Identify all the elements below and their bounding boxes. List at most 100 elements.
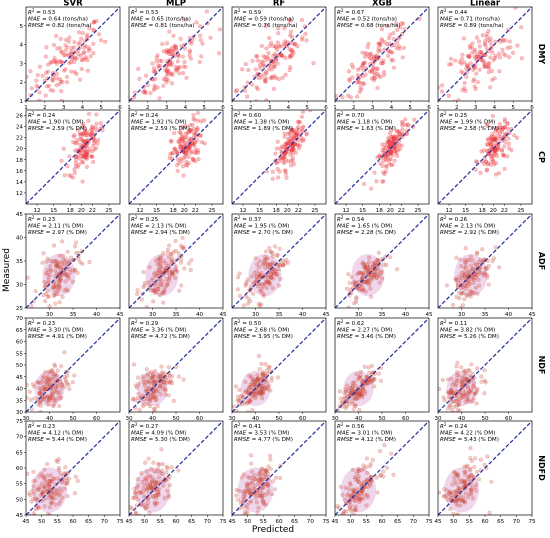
data-point [83,133,88,138]
data-point [165,63,170,68]
y-tick-label: 1 [19,99,23,105]
data-point [51,88,56,93]
data-point [455,378,460,383]
data-point [181,64,186,69]
data-point [54,373,59,378]
data-point [45,267,50,273]
data-point [81,131,86,136]
data-point [40,491,45,496]
data-point [467,270,472,275]
data-point [147,483,152,488]
data-point [47,273,52,278]
data-point [463,261,468,266]
data-point [368,377,373,382]
data-point [482,62,487,67]
y-tick-label: 65 [16,450,24,456]
data-point [152,501,157,506]
data-point [464,377,469,382]
row-title-dmy: DMY [537,44,546,65]
data-point [183,131,189,136]
data-point [276,175,281,180]
data-point [54,388,59,393]
y-tick-label: 24 [16,125,24,131]
data-point [450,390,455,395]
data-point [357,395,362,400]
data-point [164,277,169,282]
data-point [403,117,408,122]
data-point [142,482,147,487]
data-point [364,279,369,284]
data-point [172,147,177,152]
data-point [143,477,148,483]
data-point [182,59,187,65]
data-point [252,280,257,285]
data-point [45,62,51,67]
data-point [384,23,390,28]
data-point [290,145,295,150]
identity-line [438,110,532,204]
data-point [467,390,472,395]
data-point [482,60,487,65]
data-point [238,501,243,506]
data-point [39,387,44,392]
data-point [488,141,493,146]
data-point [146,456,151,461]
x-tick-label: 45 [116,312,124,318]
data-point [37,90,42,95]
data-point [456,477,462,482]
x-tick-label: 22 [295,208,302,214]
data-point [255,58,260,63]
data-point [386,141,391,146]
data-point [338,484,343,489]
data-point [301,138,306,143]
data-point [358,391,363,396]
data-point [460,88,465,93]
data-point [357,89,362,95]
data-point [45,511,50,515]
data-point [167,275,172,280]
data-point [512,133,517,138]
data-point [151,87,157,93]
data-point [479,149,484,154]
data-point [506,27,511,32]
data-point [81,152,86,157]
data-point [278,44,283,49]
data-point [82,45,87,50]
data-point [58,36,63,41]
data-point [73,268,78,273]
data-point [380,276,385,281]
data-point [162,382,167,387]
data-point [153,286,158,291]
data-point [345,388,350,393]
data-point [266,279,271,284]
data-point [47,383,52,388]
data-point [180,235,185,240]
data-point [139,470,144,476]
data-point [245,483,250,488]
data-point [482,462,487,468]
data-point [249,461,254,466]
data-point [57,285,62,290]
data-point [137,407,142,412]
stat-r2: R2 = 0.11 [440,319,468,328]
data-point [179,283,184,288]
x-tick-label: 25 [311,208,319,214]
data-point [291,50,296,55]
data-point [246,487,251,492]
data-point [340,95,345,100]
panel-frame [128,6,224,102]
data-point [192,131,197,136]
data-point [384,164,389,170]
data-point [91,137,96,142]
data-point [356,474,361,479]
data-point [86,111,92,116]
data-point [80,261,85,266]
data-point [152,381,158,386]
data-point [300,110,306,114]
data-point [377,41,382,46]
data-point [236,398,242,403]
